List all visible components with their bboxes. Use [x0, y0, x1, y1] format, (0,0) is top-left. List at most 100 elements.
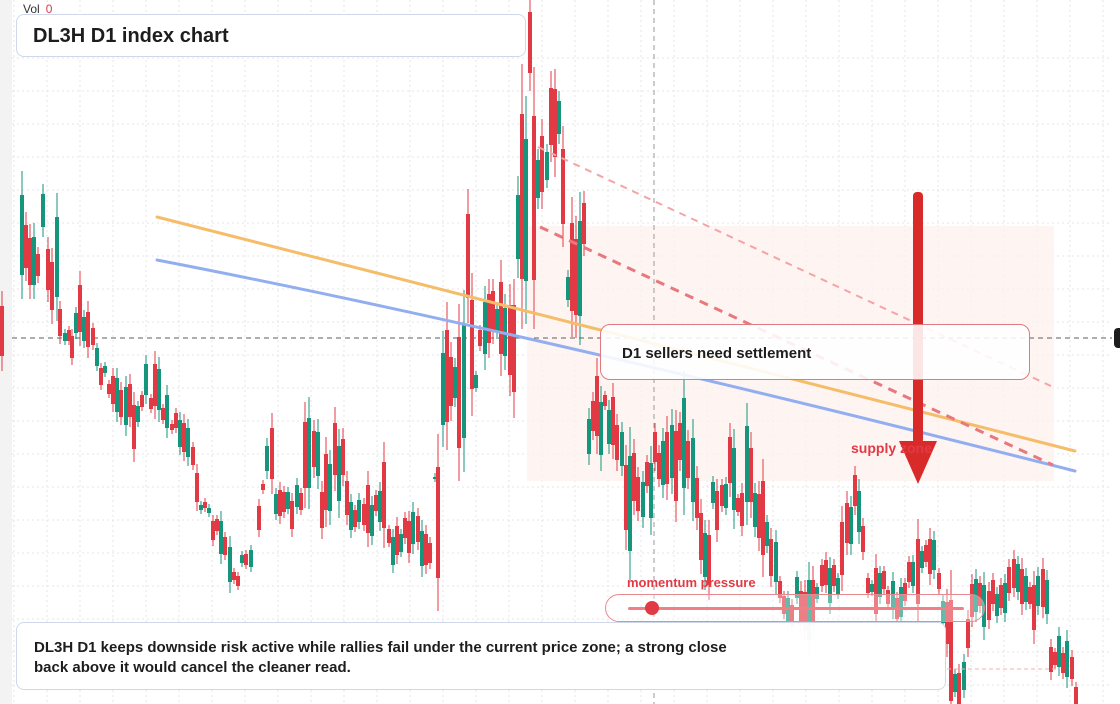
candle	[745, 403, 749, 525]
momentum-knob[interactable]	[644, 601, 659, 615]
candle-body	[257, 506, 261, 530]
candle-body	[769, 539, 773, 576]
candle	[624, 445, 628, 550]
candle	[466, 189, 470, 323]
candle	[357, 493, 361, 529]
callout-text: D1 sellers need settlement	[622, 345, 812, 362]
candle-body	[582, 203, 586, 244]
candle-body	[232, 572, 236, 580]
candle-body	[916, 539, 920, 604]
candle	[457, 304, 461, 481]
candle-body	[178, 420, 182, 447]
candle	[607, 400, 611, 454]
candle-body	[1061, 653, 1065, 673]
candle	[178, 412, 182, 455]
candle	[165, 385, 169, 438]
candle	[203, 498, 207, 512]
candle-body	[182, 423, 186, 452]
candle	[1036, 567, 1040, 615]
candle	[899, 578, 903, 626]
candle-body	[46, 249, 50, 290]
candle-body	[28, 238, 32, 285]
candle-body	[424, 534, 428, 565]
candle-body	[1007, 567, 1011, 593]
candle-body	[711, 482, 715, 503]
candle-body	[74, 313, 78, 333]
candle-body	[132, 405, 136, 449]
candle	[436, 434, 440, 611]
candle-body	[491, 291, 495, 332]
candle-body	[161, 408, 165, 420]
supply-zone-label: supply zone	[851, 440, 932, 456]
candle	[570, 197, 574, 337]
candle	[63, 329, 67, 345]
candle-body	[487, 294, 491, 343]
candle	[728, 423, 732, 497]
candle-body	[941, 601, 945, 623]
momentum-gauge[interactable]	[605, 594, 985, 622]
candle	[886, 586, 890, 608]
candle-body	[528, 12, 532, 73]
candle	[128, 374, 132, 427]
candle-body	[861, 526, 865, 552]
candle-body	[1020, 569, 1024, 604]
candle	[46, 237, 50, 302]
candle	[170, 420, 174, 434]
candle	[270, 413, 274, 494]
candle	[453, 358, 457, 407]
candle	[557, 91, 561, 144]
candle-body	[144, 364, 148, 395]
candle	[578, 192, 582, 345]
candle	[870, 580, 874, 596]
candle	[449, 342, 453, 421]
candle	[582, 191, 586, 256]
candle	[349, 494, 353, 538]
volume-value: 0	[45, 2, 53, 16]
chart-title: DL3H D1 index chart	[33, 25, 229, 47]
candle	[670, 409, 674, 494]
candle	[824, 552, 828, 593]
candle	[20, 171, 24, 299]
candle-body	[312, 431, 316, 467]
candle-body	[691, 438, 695, 502]
candle-body	[595, 376, 599, 436]
candle	[962, 654, 966, 698]
candle	[36, 247, 40, 283]
candle	[512, 279, 516, 418]
candle	[561, 126, 565, 247]
candle-body	[0, 306, 4, 356]
candle-body	[307, 418, 311, 488]
candle-body	[103, 366, 107, 373]
candle	[240, 551, 244, 567]
candle	[874, 554, 878, 628]
candle	[107, 380, 111, 398]
candle-body	[682, 398, 686, 488]
candle	[86, 301, 90, 358]
candle-body	[395, 526, 399, 555]
candle	[191, 442, 195, 470]
candle	[707, 520, 711, 600]
candle-body	[1074, 687, 1078, 704]
commentary-panel: DL3H D1 keeps downside risk active while…	[16, 622, 946, 690]
candle	[995, 587, 999, 623]
candle	[832, 559, 836, 592]
candle	[553, 69, 557, 177]
candle	[691, 419, 695, 521]
candle	[345, 471, 349, 525]
candle	[599, 386, 603, 471]
candle	[103, 362, 107, 377]
candle	[290, 493, 294, 537]
candle	[732, 429, 736, 529]
candle	[957, 664, 961, 704]
candle-body	[219, 521, 223, 554]
candle-body	[1016, 564, 1020, 592]
candle-body	[345, 481, 349, 515]
commentary-text: DL3H D1 keeps downside risk active while…	[34, 639, 727, 676]
candle-body	[653, 432, 657, 462]
candle	[433, 473, 437, 482]
candle	[641, 471, 645, 528]
candle-body	[316, 432, 320, 476]
candle-body	[195, 473, 199, 502]
candle-body	[820, 565, 824, 586]
